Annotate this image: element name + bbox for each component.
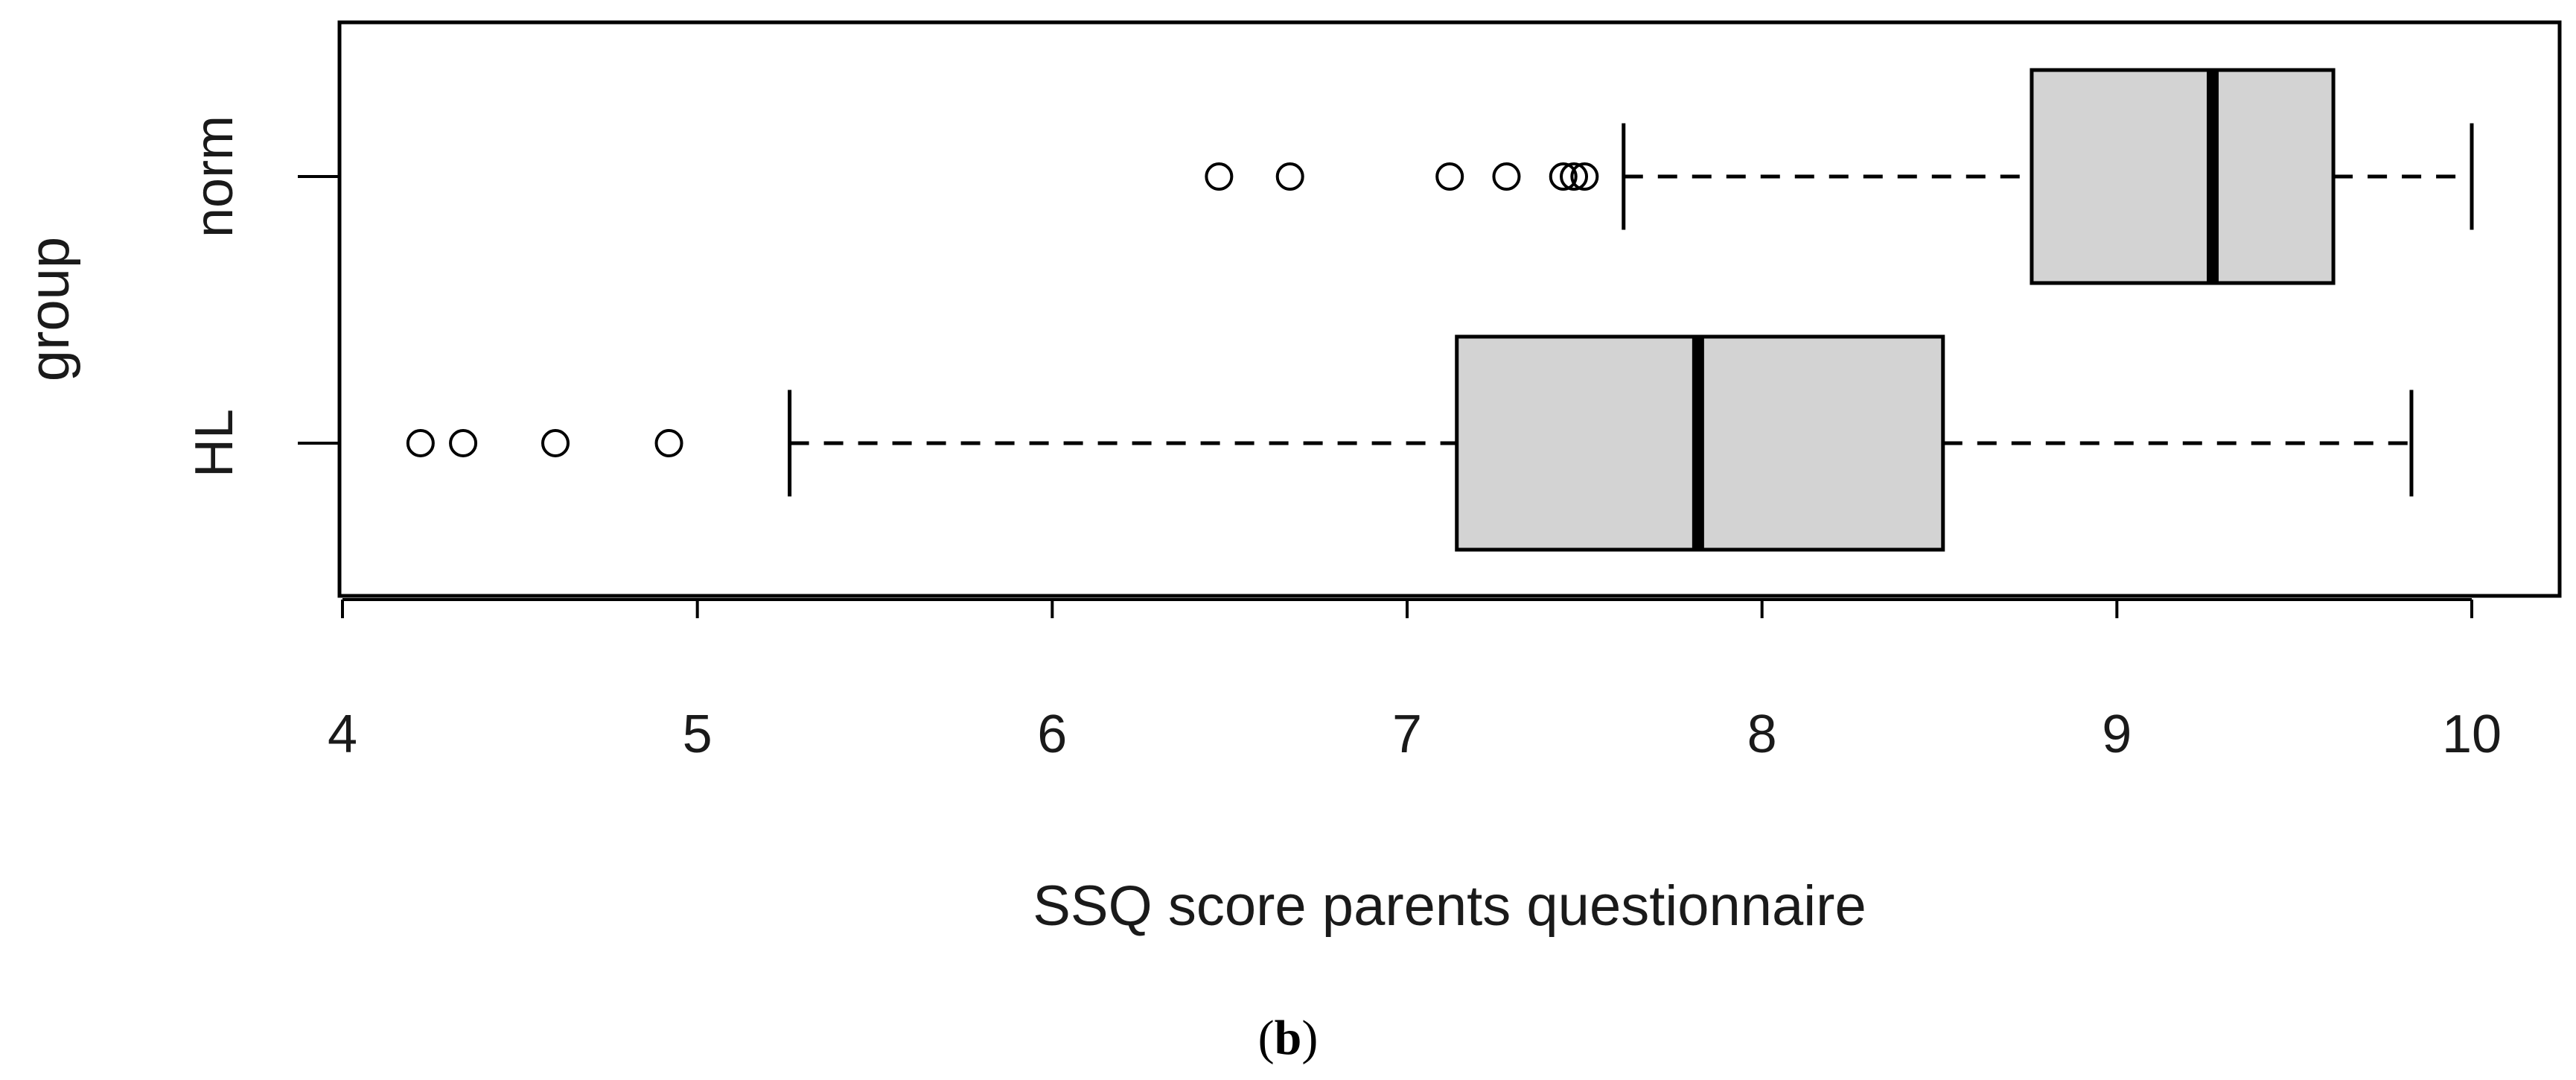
outlier-point: [406, 429, 435, 457]
figure-caption: (b): [1258, 1011, 1319, 1065]
plot-frame: [337, 20, 2562, 598]
outlier-point: [1570, 162, 1599, 191]
x-tick-label: 6: [1037, 705, 1067, 764]
outlier-point: [541, 429, 570, 457]
x-axis-title: SSQ score parents questionnaire: [1033, 874, 1866, 938]
outlier-point: [1275, 162, 1304, 191]
x-axis: 4 5 6 7 8 9 10: [328, 598, 2502, 764]
outlier-point: [1560, 162, 1589, 191]
outlier-point: [654, 429, 683, 457]
outlier-point: [1205, 162, 1234, 191]
outlier-point: [1492, 162, 1521, 191]
x-tick-label: 10: [2442, 705, 2502, 764]
x-tick-label: 7: [1392, 705, 1422, 764]
outlier-point: [449, 429, 478, 457]
y-tick-label: norm: [185, 115, 244, 238]
y-axis-title: group: [18, 237, 81, 381]
x-tick-label: 4: [328, 705, 357, 764]
box-group-norm: [1205, 68, 2474, 285]
y-tick-label: HL: [185, 409, 244, 477]
box-iqr: [2030, 68, 2336, 285]
y-axis: norm HL: [185, 115, 339, 477]
boxes-layer: [406, 68, 2474, 552]
box-group-HL: [406, 334, 2414, 552]
outlier-point: [1549, 162, 1578, 191]
x-tick-label: 8: [1747, 705, 1777, 764]
x-tick-label: 5: [683, 705, 712, 764]
outlier-point: [1435, 162, 1464, 191]
x-tick-label: 9: [2102, 705, 2132, 764]
